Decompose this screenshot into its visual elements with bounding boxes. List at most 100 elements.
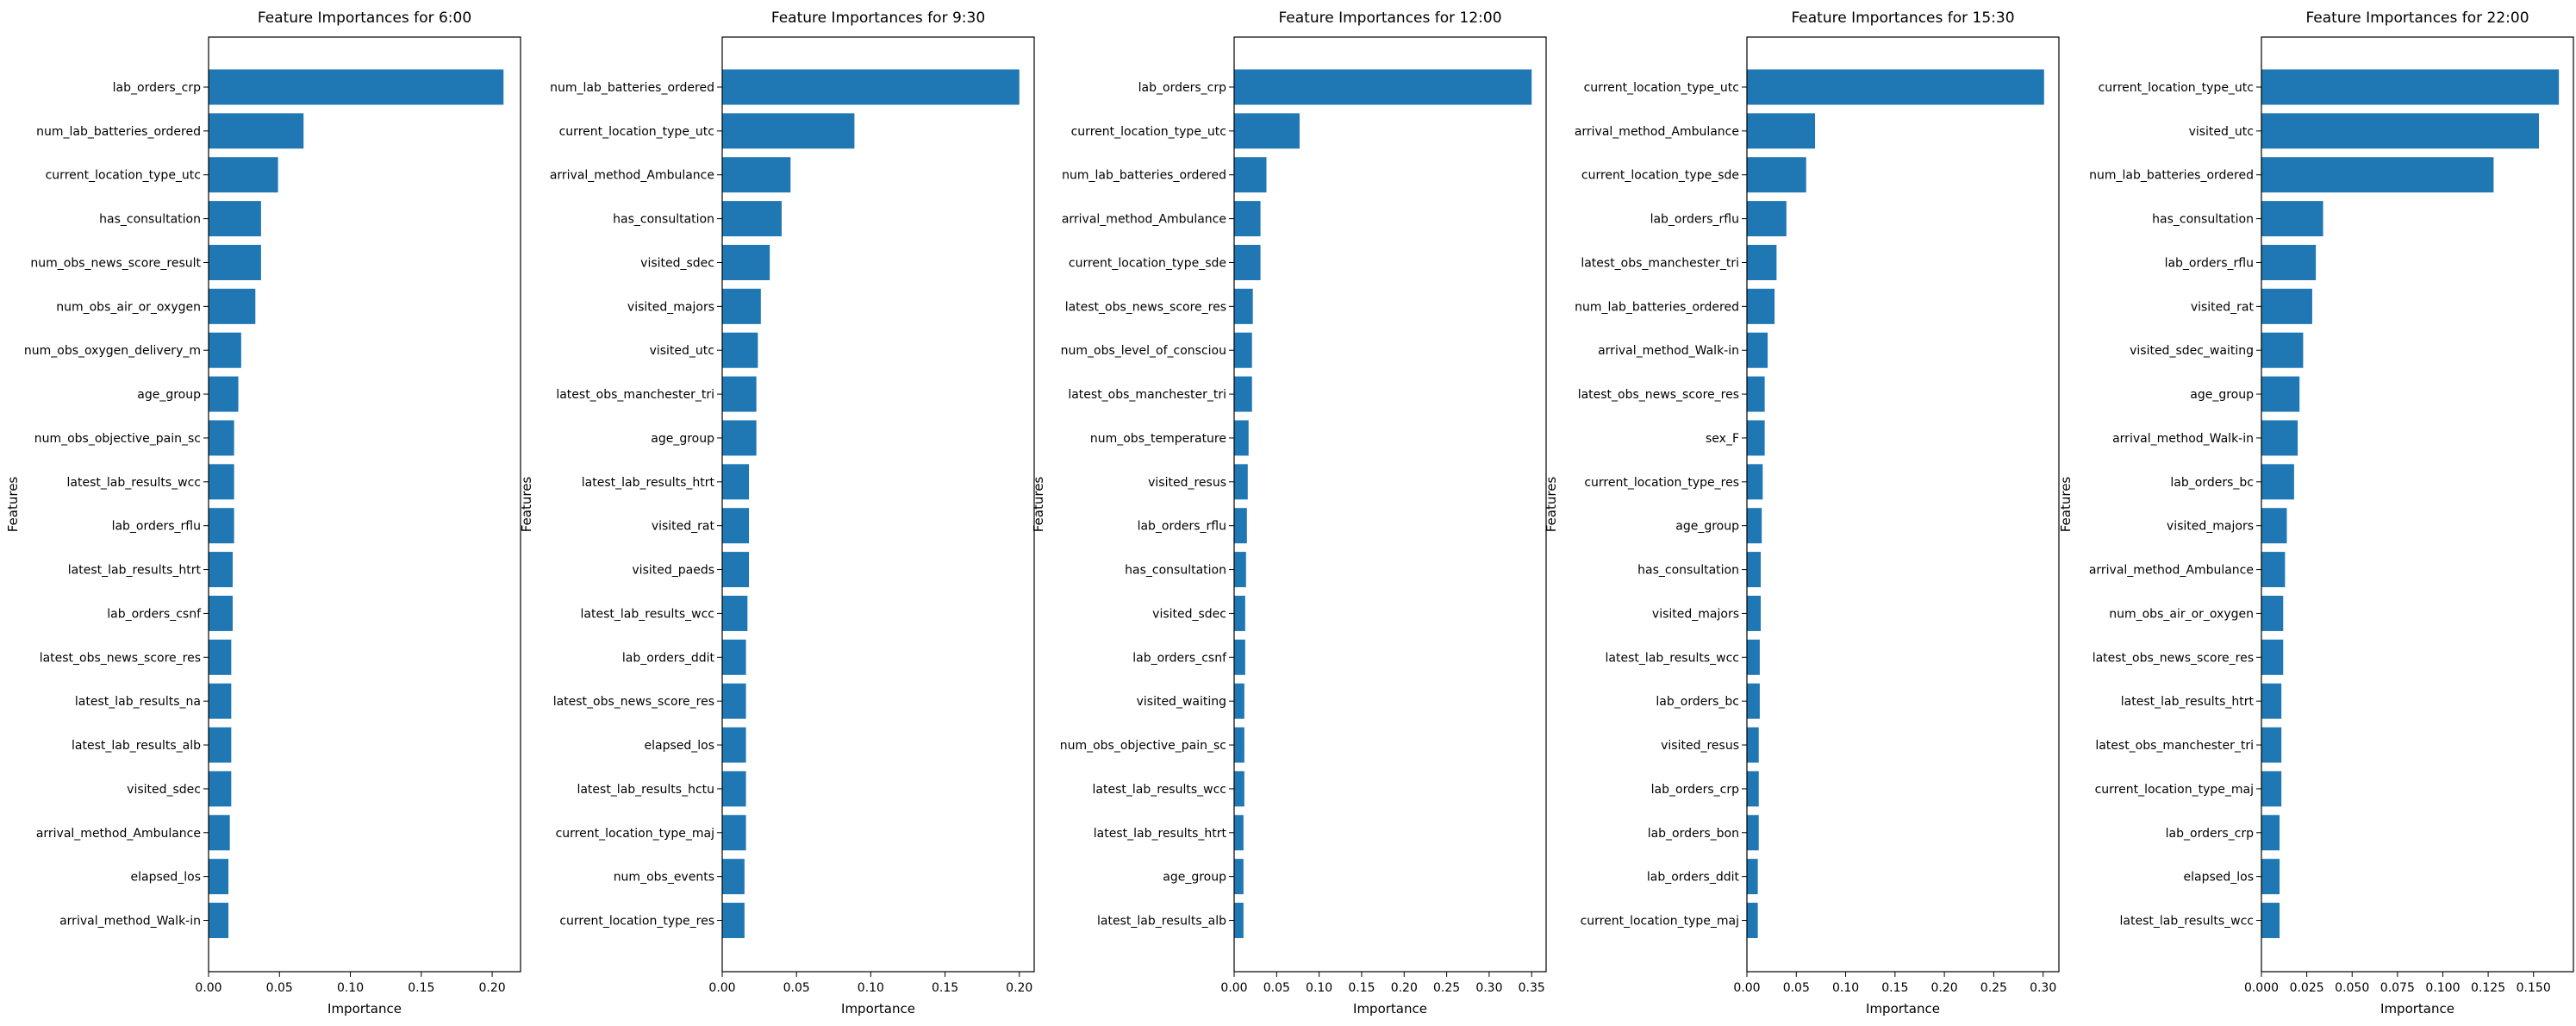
bar <box>1234 332 1252 368</box>
y-tick-label: age_group <box>137 388 201 402</box>
bar <box>209 376 239 412</box>
bar <box>209 201 261 237</box>
y-tick-label: current_location_type_res <box>559 915 714 929</box>
x-tick-label: 0.025 <box>2290 981 2324 995</box>
x-tick-label: 0.25 <box>1980 981 2007 995</box>
y-tick-label: latest_lab_results_hctu <box>577 783 714 797</box>
y-tick-label: arrival_method_Walk-in <box>59 915 201 929</box>
bar <box>722 639 746 675</box>
bar <box>209 464 234 500</box>
y-tick-label: visited_rat <box>2191 300 2255 314</box>
y-tick-label: visited_sdec <box>127 783 201 797</box>
bar <box>722 552 750 588</box>
bar <box>1747 859 1758 895</box>
x-tick-label: 0.100 <box>2425 981 2460 995</box>
bar <box>1234 815 1244 851</box>
y-tick-label: latest_lab_results_wcc <box>2120 915 2254 929</box>
bar <box>2261 727 2282 763</box>
y-tick-label: arrival_method_Ambulance <box>550 169 714 183</box>
y-tick-label: lab_orders_csnf <box>107 607 202 621</box>
y-tick-label: lab_orders_ddit <box>622 651 715 665</box>
x-tick-label: 0.125 <box>2471 981 2505 995</box>
y-tick-label: lab_orders_rflu <box>112 520 201 534</box>
y-tick-label: elapsed_los <box>2183 871 2254 885</box>
bar <box>1747 376 1765 412</box>
bar <box>722 771 746 807</box>
bar <box>2261 552 2286 588</box>
y-tick-label: visited_paeds <box>632 564 714 578</box>
bar <box>209 552 233 588</box>
bar <box>2261 815 2280 851</box>
y-tick-label: num_lab_batteries_ordered <box>1575 300 1739 314</box>
bar <box>2261 595 2284 631</box>
y-tick-label: num_obs_news_score_result <box>30 256 201 270</box>
y-tick-label: age_group <box>2190 388 2254 402</box>
y-tick-label: latest_obs_news_score_res <box>1578 388 1739 402</box>
y-tick-label: visited_waiting <box>1137 695 1226 709</box>
x-tick-label: 0.30 <box>1475 981 1502 995</box>
bar <box>722 69 1020 105</box>
bar <box>2261 639 2284 675</box>
bar <box>1747 464 1763 500</box>
plot-frame <box>208 36 521 973</box>
y-tick-label: visited_resus <box>1661 739 1739 753</box>
y-tick-label: current_location_type_maj <box>556 827 714 841</box>
x-tick-label: 0.10 <box>337 981 364 995</box>
bar <box>209 69 504 105</box>
bar <box>209 595 233 631</box>
x-tick-label: 0.15 <box>1348 981 1375 995</box>
y-tick-label: lab_orders_rflu <box>1650 213 1739 227</box>
y-tick-label: elapsed_los <box>644 739 714 753</box>
chart-title: Feature Importances for 15:30 <box>1791 9 2014 27</box>
bar <box>209 420 234 456</box>
y-tick-label: latest_lab_results_wcc <box>1093 783 1226 797</box>
bar <box>2261 332 2304 368</box>
x-tick-label: 0.05 <box>1263 981 1290 995</box>
bar <box>2261 683 2282 719</box>
y-tick-label: latest_obs_news_score_res <box>553 695 714 709</box>
chart-panel-1: Feature Importances for 6:00 lab_orders_c… <box>5 9 521 1017</box>
y-tick-label: lab_orders_crp <box>1138 81 1226 95</box>
bar <box>2261 859 2280 895</box>
bar <box>209 508 234 544</box>
y-tick-label: num_lab_batteries_ordered <box>36 125 201 139</box>
y-tick-label: visited_majors <box>1652 607 1739 621</box>
bar <box>209 332 241 368</box>
y-tick-label: current_location_type_maj <box>2095 783 2254 797</box>
bar <box>722 903 745 939</box>
x-tick-label: 0.10 <box>1306 981 1332 995</box>
y-tick-label: arrival_method_Ambulance <box>36 827 201 841</box>
y-axis-label: Features <box>5 477 21 533</box>
x-tick-label: 0.25 <box>1433 981 1460 995</box>
y-tick-label: arrival_method_Ambulance <box>1062 213 1226 227</box>
bar <box>1747 508 1762 544</box>
bar <box>209 903 229 939</box>
bar <box>2261 376 2300 412</box>
bar <box>2261 113 2540 149</box>
bar <box>2261 508 2287 544</box>
bar <box>1234 244 1261 280</box>
x-tick-label: 0.30 <box>2030 981 2056 995</box>
y-tick-label: has_consultation <box>1125 564 1226 578</box>
y-tick-label: latest_obs_manchester_tri <box>2095 739 2254 753</box>
y-tick-label: num_lab_batteries_ordered <box>2089 169 2254 183</box>
y-tick-label: num_obs_level_of_consciou <box>1061 344 1226 358</box>
bar <box>1234 727 1244 763</box>
y-tick-label: current_location_type_utc <box>2099 81 2254 95</box>
chart-panel-2: Feature Importances for 9:30 num_lab_batt… <box>519 9 1035 1017</box>
y-tick-label: visited_majors <box>2167 520 2254 534</box>
bar <box>722 201 782 237</box>
y-tick-label: lab_orders_rflu <box>2165 256 2254 270</box>
y-tick-label: visited_majors <box>627 300 714 314</box>
bar <box>1234 859 1244 895</box>
bar <box>1234 464 1248 500</box>
y-tick-label: latest_lab_results_htrt <box>1094 827 1227 841</box>
y-tick-label: latest_lab_results_alb <box>1097 915 1226 929</box>
y-tick-label: arrival_method_Walk-in <box>2112 432 2254 446</box>
y-tick-label: latest_obs_news_score_res <box>1065 300 1226 314</box>
y-tick-label: lab_orders_crp <box>1651 783 1739 797</box>
bar <box>722 113 855 149</box>
bar <box>209 683 232 719</box>
y-tick-label: current_location_type_utc <box>1071 125 1226 139</box>
